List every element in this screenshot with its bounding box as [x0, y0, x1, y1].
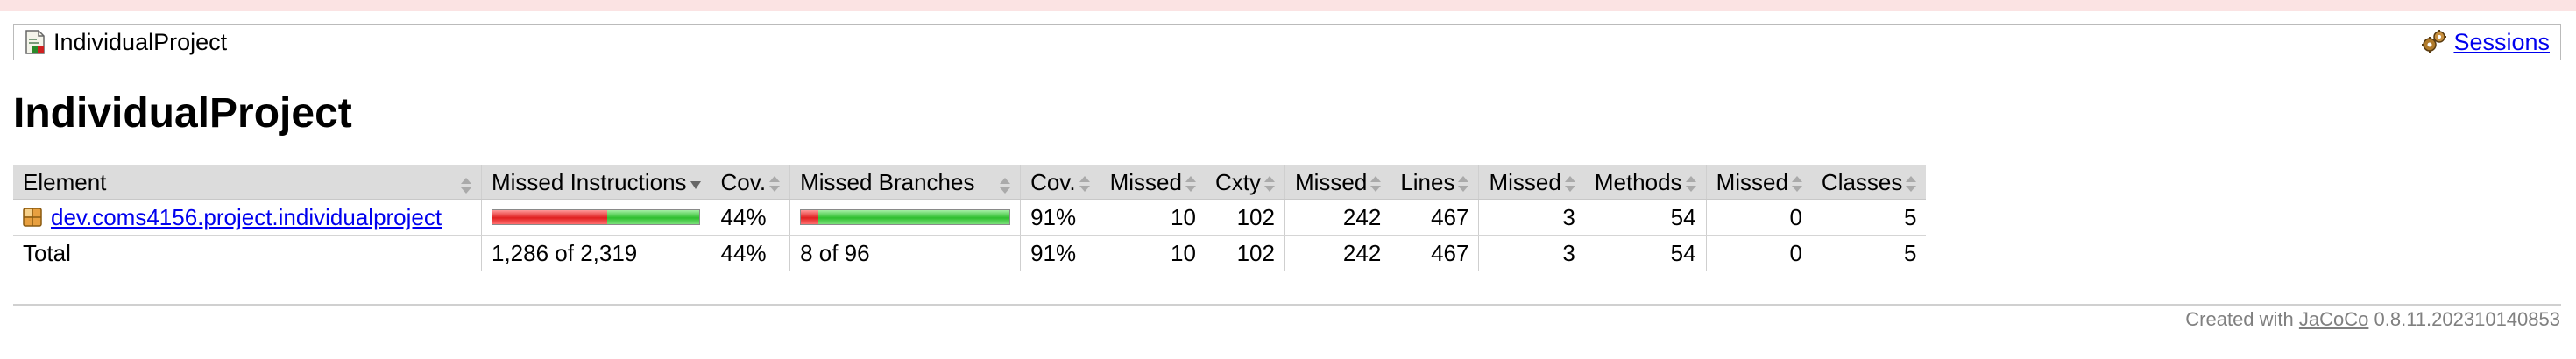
total-branches: 8 of 96 — [789, 235, 1021, 271]
sort-icon[interactable] — [461, 177, 471, 194]
methods-cell: 54 — [1584, 199, 1707, 236]
jacoco-link[interactable]: JaCoCo — [2298, 308, 2369, 330]
total-missed-cxty: 10 — [1099, 235, 1206, 271]
sort-desc-icon[interactable] — [690, 176, 701, 192]
sessions-link[interactable]: Sessions — [2453, 28, 2550, 55]
sort-icon[interactable] — [769, 175, 781, 192]
footer-prefix: Created with — [2185, 308, 2294, 330]
sort-icon[interactable] — [1263, 175, 1275, 192]
top-strip — [0, 0, 2576, 11]
instr-cov-cell: 44% — [710, 199, 790, 236]
total-methods: 54 — [1670, 239, 1696, 266]
header-element[interactable]: Element — [13, 165, 482, 200]
total-label: Total — [23, 239, 71, 266]
page-title: IndividualProject — [13, 90, 352, 137]
classes-cell: 5 — [1811, 199, 1927, 236]
package-link[interactable]: dev.coms4156.project.individualproject — [51, 203, 442, 230]
missed-cxty-cell: 10 — [1099, 199, 1206, 236]
header-missed-lines[interactable]: Missed — [1284, 165, 1391, 200]
sessions-link-group[interactable]: Sessions — [2420, 25, 2550, 60]
table-row: dev.coms4156.project.individualproject 4… — [13, 199, 1927, 236]
sort-icon[interactable] — [1370, 175, 1382, 192]
header-branch-cov[interactable]: Cov. — [1020, 165, 1100, 200]
cxty-cell: 102 — [1205, 199, 1285, 236]
sort-icon[interactable] — [1791, 175, 1802, 192]
sort-icon[interactable] — [1185, 175, 1196, 192]
breadcrumb: IndividualProject Sessions — [13, 24, 2561, 60]
header-classes[interactable]: Classes — [1811, 165, 1927, 200]
footer-version: 0.8.11.202310140853 — [2374, 308, 2560, 330]
branches-coverage-bar — [800, 209, 1011, 225]
header-lines[interactable]: Lines — [1391, 165, 1479, 200]
instructions-covered-bar — [606, 210, 699, 224]
instructions-bar-cell — [481, 199, 711, 236]
sort-icon[interactable] — [1000, 177, 1011, 194]
coverage-table: Element Missed Instructions Cov. Missed … — [13, 165, 1927, 271]
breadcrumb-title: IndividualProject — [53, 28, 228, 55]
total-missed-methods: 3 — [1478, 235, 1585, 271]
branch-cov-cell: 91% — [1020, 199, 1100, 236]
total-row: Total 1,286 of 2,319 44% 8 of 96 91% 10 … — [13, 235, 1926, 271]
breadcrumb-current: IndividualProject — [25, 25, 227, 60]
instructions-coverage-bar — [492, 209, 700, 225]
lines-cell: 467 — [1391, 199, 1479, 236]
report-icon — [25, 30, 45, 54]
sort-icon[interactable] — [1079, 175, 1090, 192]
header-missed-methods[interactable]: Missed — [1478, 165, 1585, 200]
branches-bar-cell — [789, 199, 1021, 236]
instructions-missed-bar — [492, 210, 607, 224]
header-cxty[interactable]: Cxty — [1205, 165, 1285, 200]
total-lines: 467 — [1431, 239, 1469, 266]
header-missed-branches[interactable]: Missed Branches — [789, 165, 1021, 200]
sort-icon[interactable] — [1564, 175, 1575, 192]
missed-lines-cell: 242 — [1284, 199, 1391, 236]
total-branch-cov: 91% — [1020, 235, 1100, 271]
footer-divider — [13, 304, 2561, 306]
total-missed-lines: 242 — [1284, 235, 1391, 271]
sort-icon[interactable] — [1458, 175, 1469, 192]
header-instr-cov[interactable]: Cov. — [710, 165, 790, 200]
header-missed-cxty[interactable]: Missed — [1099, 165, 1206, 200]
missed-classes-cell: 0 — [1705, 199, 1812, 236]
gear-icon[interactable] — [2420, 29, 2448, 55]
total-classes: 5 — [1903, 239, 1917, 266]
header-missed-classes[interactable]: Missed — [1705, 165, 1812, 200]
footer: Created with JaCoCo 0.8.11.202310140853 — [2185, 308, 2560, 331]
branches-missed-bar — [801, 210, 818, 224]
missed-methods-cell: 3 — [1478, 199, 1585, 236]
element-cell: dev.coms4156.project.individualproject — [13, 199, 482, 236]
sort-icon[interactable] — [1685, 175, 1696, 192]
package-icon — [23, 208, 42, 227]
total-instructions: 1,286 of 2,319 — [481, 235, 711, 271]
table-header-row: Element Missed Instructions Cov. Missed … — [13, 165, 1927, 200]
total-missed-classes: 0 — [1705, 235, 1812, 271]
total-cxty: 102 — [1236, 239, 1275, 266]
header-missed-instructions[interactable]: Missed Instructions — [481, 165, 711, 200]
sort-icon[interactable] — [1906, 175, 1917, 192]
header-methods[interactable]: Methods — [1584, 165, 1707, 200]
total-instr-cov: 44% — [710, 235, 790, 271]
branches-covered-bar — [817, 210, 1010, 224]
